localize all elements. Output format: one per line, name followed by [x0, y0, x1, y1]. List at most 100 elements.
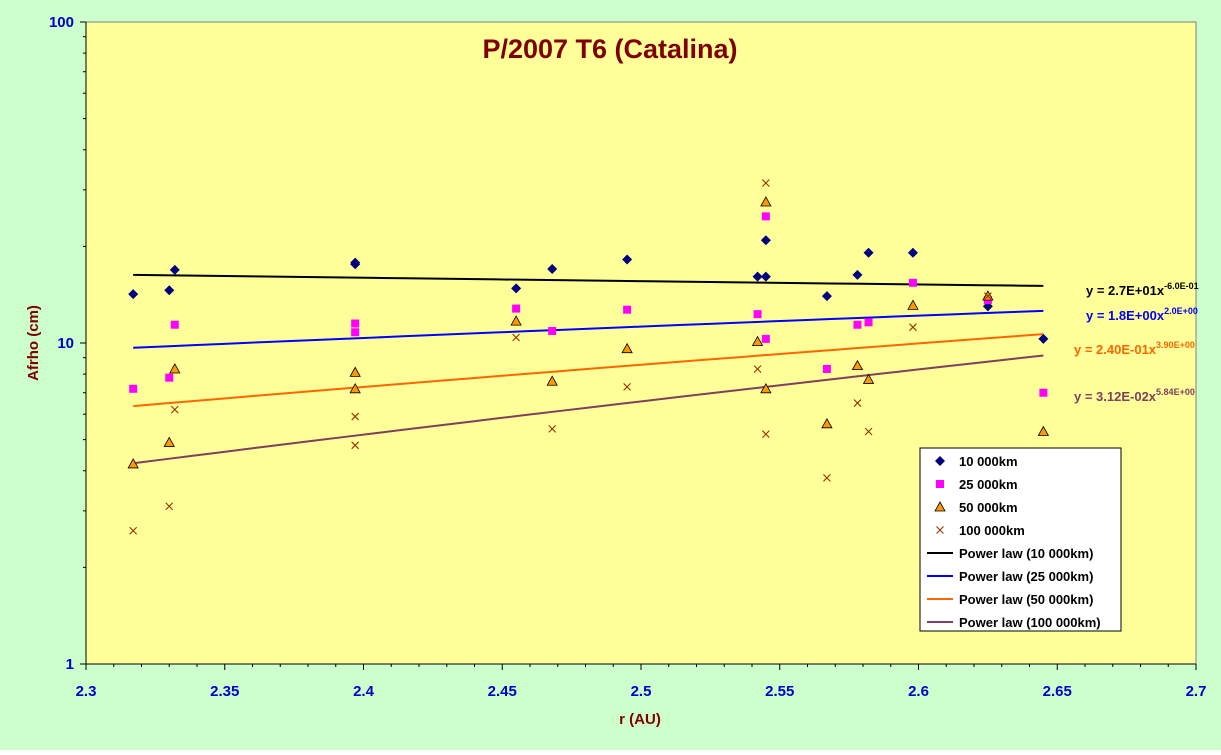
legend-label: Power law (10 000km) [959, 546, 1093, 561]
x-tick-label: 2.4 [353, 683, 375, 700]
data-point-stroke-b [823, 474, 831, 482]
data-point [823, 474, 831, 482]
y-tick-label: 10 [57, 335, 74, 352]
axes: 2.3 2.35 2.4 2.45 2.5 2.55 2.6 2.65 2.7 1 10 100 [49, 14, 1206, 700]
data-point-stroke-b [983, 292, 992, 300]
data-point [512, 304, 521, 313]
chart-title: P/2007 T6 (Catalina) [482, 34, 737, 64]
data-point-stroke-b [351, 412, 360, 421]
data-point [752, 271, 763, 282]
y-tick-label: 1 [66, 656, 74, 673]
legend-label: 10 000km [959, 454, 1018, 469]
equation-exponent: 2.0E+00 [1164, 306, 1198, 316]
data-point [821, 418, 833, 429]
x-tick-label: 2.6 [908, 683, 929, 700]
trendline-equation: y = 2.40E-01x3.90E+00 [1074, 340, 1195, 357]
trendline-equation: y = 2.7E+01x-6.0E-01 [1086, 281, 1199, 298]
equation-main: y = 2.7E+01x [1086, 283, 1165, 298]
data-point [622, 254, 633, 265]
data-point [546, 375, 558, 386]
data-point [760, 271, 771, 282]
data-point-stroke-b [909, 323, 917, 332]
x-tick-label: 2.65 [1043, 683, 1072, 700]
data-point [548, 326, 557, 335]
data-point [170, 405, 179, 414]
data-point-stroke-b [853, 399, 862, 407]
legend-marker-stroke-b [936, 526, 944, 534]
trendline [133, 354, 1044, 465]
data-point [164, 285, 175, 296]
data-point [753, 310, 762, 319]
legend-marker [936, 480, 944, 488]
data-point [129, 384, 138, 393]
data-point [760, 196, 772, 207]
data-point [822, 364, 831, 373]
data-point [909, 323, 917, 332]
data-point [127, 458, 139, 469]
data-point-stroke-b [761, 430, 770, 439]
equation-exponent: 3.90E+00 [1156, 340, 1195, 350]
legend-label: Power law (50 000km) [959, 592, 1093, 607]
trendline-equations: y = 2.7E+01x-6.0E-01y = 1.8E+00x2.0E+00y… [1074, 281, 1199, 404]
data-point [623, 305, 632, 314]
legend: 10 000km 25 000km 50 000km 100 000km Power l… [919, 447, 1122, 632]
data-point-stroke-b [761, 179, 770, 187]
data-point [753, 365, 762, 373]
legend-label: 25 000km [959, 477, 1018, 492]
equation-exponent: 5.84E+00 [1156, 387, 1195, 397]
legend-marker [934, 501, 946, 512]
data-point [165, 502, 174, 511]
data-point [351, 328, 360, 337]
data-point-stroke-b [129, 526, 138, 535]
equation-main: y = 2.40E-01x [1074, 342, 1157, 357]
data-point [863, 247, 874, 258]
data-point [165, 373, 174, 382]
trendlines [133, 273, 1044, 465]
data-point [512, 333, 521, 342]
data-point [864, 427, 873, 436]
data-point [129, 526, 138, 535]
legend-marker [936, 526, 944, 534]
data-point-stroke-b [753, 365, 762, 373]
x-tick-label: 2.55 [765, 683, 794, 700]
legend-marker [935, 456, 945, 466]
x-tick-label: 2.5 [631, 683, 652, 700]
data-point [853, 320, 862, 329]
data-point [351, 412, 360, 421]
data-points [127, 179, 1050, 535]
legend-label: Power law (25 000km) [959, 569, 1093, 584]
data-point [852, 269, 863, 280]
legend-box [919, 447, 1122, 632]
data-point [751, 335, 764, 347]
data-point [351, 441, 360, 450]
data-point [351, 319, 360, 328]
equation-main: y = 1.8E+00x [1086, 308, 1165, 323]
equation-exponent: -6.0E-01 [1164, 281, 1199, 291]
data-point-stroke-b [864, 427, 873, 436]
data-point [864, 318, 873, 327]
y-tick-label: 100 [49, 14, 74, 31]
data-point-stroke-b [623, 382, 632, 391]
data-point [349, 382, 361, 394]
data-point [1038, 333, 1049, 344]
data-point [1037, 425, 1050, 436]
x-tick-label: 2.35 [210, 683, 239, 700]
trendline-equation: y = 3.12E-02x5.84E+00 [1074, 387, 1195, 404]
data-point [128, 289, 139, 300]
trendline [133, 273, 1044, 287]
data-point [548, 425, 557, 433]
data-point-stroke-b [512, 333, 521, 342]
legend-label: Power law (100 000km) [959, 615, 1101, 630]
trendline [133, 333, 1044, 408]
trendline-equation: y = 1.8E+00x2.0E+00 [1086, 306, 1198, 323]
data-point [862, 373, 875, 384]
x-tick-label: 2.3 [76, 683, 97, 700]
data-point [349, 366, 361, 377]
data-point [547, 264, 558, 275]
data-point [621, 342, 633, 354]
legend-label: 100 000km [959, 523, 1025, 538]
data-point [907, 299, 919, 310]
data-point [851, 359, 864, 371]
